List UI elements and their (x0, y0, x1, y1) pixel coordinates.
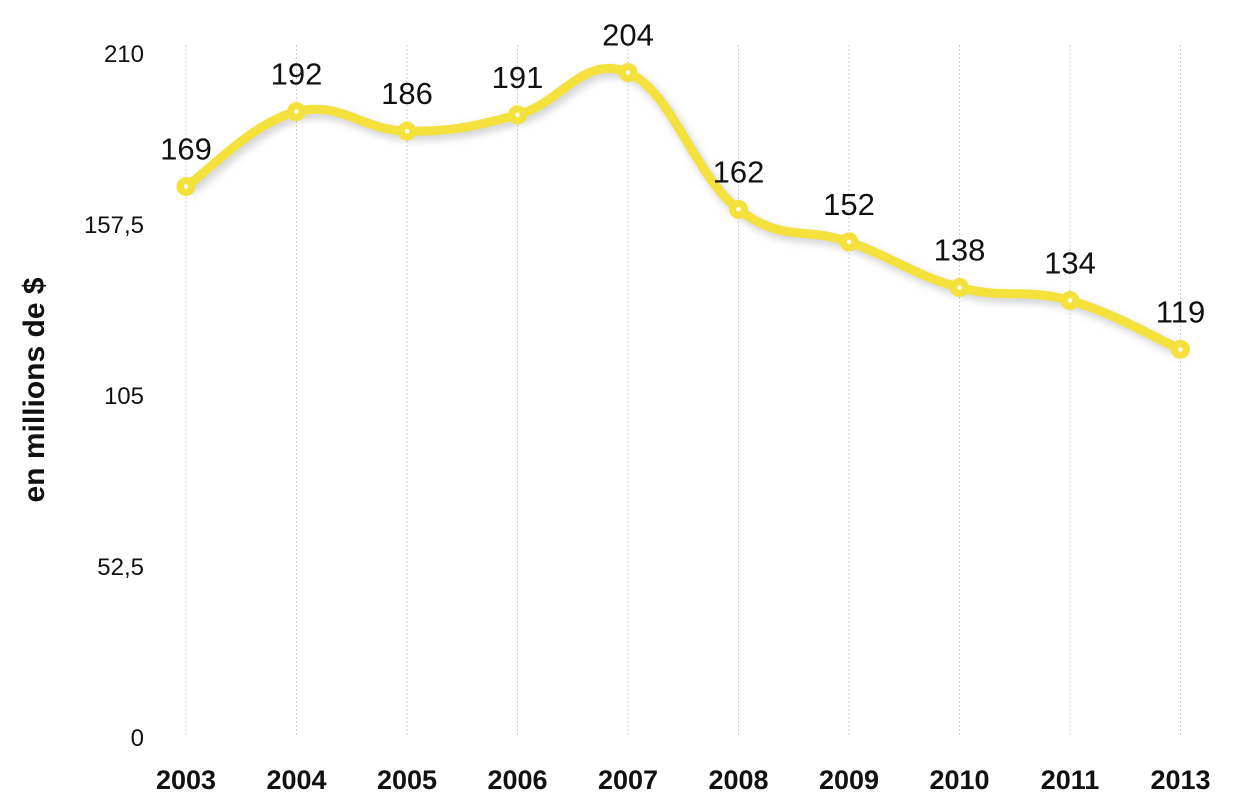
data-label: 186 (381, 76, 433, 111)
data-point-center (515, 112, 520, 118)
x-axis: 2003 2004 2005 2006 2007 2008 2009 2010 2011 2013 (156, 765, 1211, 795)
series-line (181, 63, 1185, 354)
data-label: 152 (823, 187, 875, 222)
data-point-center (1067, 298, 1073, 303)
data-labels: 169 192 186 191 204 162 152 138 134 119 (160, 18, 1205, 330)
y-tick-label: 210 (104, 41, 144, 68)
y-tick-label: 105 (104, 383, 144, 410)
data-point-center (625, 70, 631, 75)
y-axis: 0 52,5 105 157,5 210 (84, 41, 144, 752)
y-tick-label: 52,5 (97, 554, 144, 581)
x-tick-label: 2011 (1041, 765, 1100, 795)
x-tick-label: 2010 (929, 765, 989, 795)
data-label: 192 (271, 57, 323, 92)
y-tick-label: 157,5 (84, 212, 144, 239)
data-point-center (294, 109, 299, 114)
x-tick-label: 2013 (1150, 765, 1210, 795)
x-tick-label: 2007 (598, 765, 658, 795)
data-label: 169 (160, 132, 212, 167)
data-label: 134 (1044, 246, 1096, 281)
data-label: 162 (713, 154, 765, 189)
x-tick-label: 2004 (266, 765, 326, 795)
data-point-center (846, 239, 852, 245)
data-label: 204 (602, 18, 654, 53)
y-tick-label: 0 (131, 725, 144, 752)
data-point-center (1178, 347, 1183, 352)
data-point-center (404, 128, 410, 134)
data-label: 191 (492, 60, 544, 95)
data-point-center (183, 184, 189, 189)
y-axis-label: en millions de $ (18, 277, 51, 502)
data-point-center (957, 285, 962, 290)
x-tick-label: 2008 (708, 765, 768, 795)
x-tick-label: 2005 (377, 765, 437, 795)
data-label: 138 (934, 233, 986, 268)
x-tick-label: 2009 (819, 765, 879, 795)
series-layer (176, 63, 1190, 359)
x-tick-label: 2006 (487, 765, 547, 795)
data-label: 119 (1156, 294, 1205, 329)
grid-layer (185, 45, 1181, 737)
x-tick-label: 2003 (156, 765, 216, 795)
data-point-center (736, 207, 741, 212)
